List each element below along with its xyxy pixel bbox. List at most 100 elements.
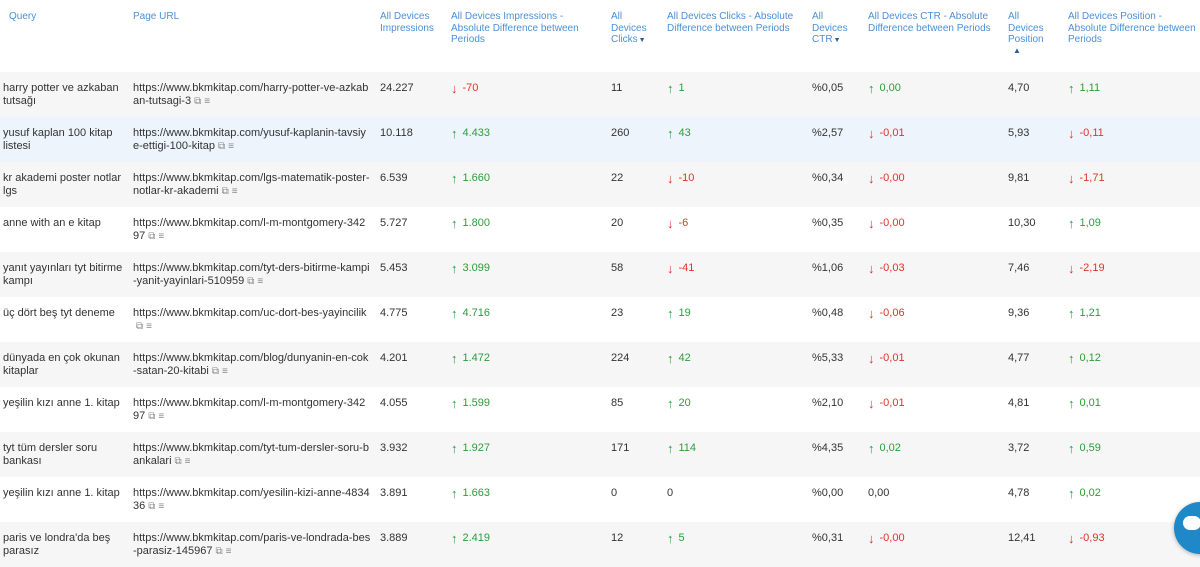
arrow-up-icon: ↑ xyxy=(667,441,674,456)
ctr-cell: %2,57 xyxy=(812,127,844,139)
page-url-link[interactable]: https://www.bkmkitap.com/uc-dort-bes-yay… xyxy=(133,307,367,319)
column-header-page-url[interactable]: Page URL xyxy=(133,11,179,23)
diff-value: 0,59 xyxy=(1079,442,1101,454)
list-icon[interactable]: ≡ xyxy=(146,321,152,332)
position-diff-cell: ↑ 1,09 xyxy=(1068,217,1101,230)
external-link-icon[interactable]: ⧉ xyxy=(148,411,156,422)
page-url-link[interactable]: https://www.bkmkitap.com/harry-potter-ve… xyxy=(133,82,369,107)
page-url-link[interactable]: https://www.bkmkitap.com/l-m-montgomery-… xyxy=(133,397,366,422)
query-cell: anne with an e kitap xyxy=(3,217,101,229)
diff-value: -0,06 xyxy=(879,307,905,319)
list-icon[interactable]: ≡ xyxy=(221,366,228,377)
clicks-diff-cell: ↑ 114 xyxy=(667,442,696,455)
column-header-ctr-diff[interactable]: All Devices CTR - Absolute Difference be… xyxy=(868,11,991,34)
query-cell: harry potter ve azkaban tutsağı xyxy=(3,82,119,107)
page-url-link[interactable]: https://www.bkmkitap.com/yesilin-kizi-an… xyxy=(133,487,370,512)
page-url-cell: https://www.bkmkitap.com/yusuf-kaplanin-… xyxy=(133,127,371,153)
diff-value: 1.800 xyxy=(462,217,491,229)
diff-value: 1,11 xyxy=(1079,82,1101,94)
page-url-link[interactable]: https://www.bkmkitap.com/paris-ve-londra… xyxy=(133,532,371,557)
ctr-diff-cell: ↓ -0,00 xyxy=(868,172,905,185)
diff-value: -2,19 xyxy=(1079,262,1105,274)
position-diff-cell: ↓ -1,71 xyxy=(1068,172,1105,185)
impressions-diff-cell: ↑ 1.927 xyxy=(451,442,490,455)
column-header-impressions-diff-line: Periods xyxy=(451,34,485,45)
external-link-icon[interactable]: ⧉ xyxy=(221,186,229,197)
diff-value: 5 xyxy=(678,532,685,544)
diff-value: -6 xyxy=(678,217,689,229)
page-url-link[interactable]: https://www.bkmkitap.com/blog/dunyanin-e… xyxy=(133,352,369,377)
external-link-icon[interactable]: ⧉ xyxy=(217,141,226,152)
list-icon[interactable]: ≡ xyxy=(231,186,238,197)
diff-value: -0,93 xyxy=(1079,532,1105,544)
page-url-link[interactable]: https://www.bkmkitap.com/yusuf-kaplanin-… xyxy=(133,127,366,152)
ctr-diff-cell: ↓ -0,00 xyxy=(868,217,905,230)
position-cell: 12,41 xyxy=(1008,532,1036,544)
external-link-icon[interactable]: ⧉ xyxy=(215,546,223,557)
diff-value: -0,01 xyxy=(879,397,905,409)
list-icon[interactable]: ≡ xyxy=(158,501,165,512)
ctr-diff-cell: ↓ -0,01 xyxy=(868,397,905,410)
arrow-up-icon: ↑ xyxy=(1068,216,1075,231)
column-header-ctr[interactable]: All Devices CTR▼ xyxy=(812,11,848,47)
column-header-position-line: All xyxy=(1008,11,1020,22)
diff-value: 114 xyxy=(678,442,697,454)
column-header-impressions-diff[interactable]: All Devices Impressions - Absolute Diffe… xyxy=(451,11,579,46)
arrow-up-icon: ↑ xyxy=(451,216,458,231)
list-icon[interactable]: ≡ xyxy=(158,231,165,242)
arrow-up-icon: ↑ xyxy=(1068,351,1075,366)
column-header-position-diff[interactable]: All Devices Position - Absolute Differen… xyxy=(1068,11,1196,46)
diff-value: -1,71 xyxy=(1079,172,1105,184)
arrow-down-icon: ↓ xyxy=(1068,261,1075,276)
external-link-icon[interactable]: ⧉ xyxy=(247,276,255,287)
page-url-link[interactable]: https://www.bkmkitap.com/tyt-ders-bitirm… xyxy=(133,262,370,287)
ctr-diff-cell: ↓ -0,01 xyxy=(868,127,905,140)
page-url-link[interactable]: https://www.bkmkitap.com/l-m-montgomery-… xyxy=(133,217,366,242)
ctr-cell: %5,33 xyxy=(812,352,844,364)
impressions-cell: 5.453 xyxy=(380,262,408,274)
external-link-icon[interactable]: ⧉ xyxy=(174,456,182,467)
column-header-impressions-diff-line: All Devices Impressions - xyxy=(451,11,564,22)
table-header: Query Page URL All Devices Impressions A… xyxy=(0,0,1200,73)
position-cell: 4,81 xyxy=(1008,397,1030,409)
impressions-diff-cell: ↓ -70 xyxy=(451,82,478,95)
diff-value: -0,00 xyxy=(879,217,905,229)
clicks-diff-cell: ↑ 5 xyxy=(667,532,685,545)
external-link-icon[interactable]: ⧉ xyxy=(211,366,219,377)
ctr-cell: %1,06 xyxy=(812,262,844,274)
arrow-down-icon: ↓ xyxy=(868,396,875,411)
diff-value: -0,00 xyxy=(879,172,905,184)
list-icon[interactable]: ≡ xyxy=(225,546,232,557)
external-link-icon[interactable]: ⧉ xyxy=(194,96,202,107)
column-header-clicks-diff[interactable]: All Devices Clicks - Absolute Difference… xyxy=(667,11,793,34)
list-icon[interactable]: ≡ xyxy=(158,411,165,422)
column-header-clicks[interactable]: All Devices Clicks▼ xyxy=(611,11,647,47)
arrow-up-icon: ↑ xyxy=(451,486,458,501)
clicks-diff-cell: ↑ 42 xyxy=(667,352,691,365)
page-url-link[interactable]: https://www.bkmkitap.com/tyt-tum-dersler… xyxy=(133,442,369,467)
arrow-up-icon: ↑ xyxy=(451,441,458,456)
clicks-diff-cell: ↓ -6 xyxy=(667,217,688,230)
diff-value: 43 xyxy=(678,127,691,139)
page-url-link[interactable]: https://www.bkmkitap.com/lgs-matematik-p… xyxy=(133,172,370,197)
list-icon[interactable]: ≡ xyxy=(204,96,211,107)
list-icon[interactable]: ≡ xyxy=(184,456,191,467)
list-icon[interactable]: ≡ xyxy=(257,276,264,287)
ctr-diff-cell: ↑ 0,02 xyxy=(868,442,901,455)
arrow-up-icon: ↑ xyxy=(1068,486,1075,501)
clicks-cell: 20 xyxy=(611,217,624,229)
list-icon[interactable]: ≡ xyxy=(228,141,234,152)
position-cell: 10,30 xyxy=(1008,217,1036,229)
external-link-icon[interactable]: ⧉ xyxy=(148,231,156,242)
position-diff-cell: ↓ -0,93 xyxy=(1068,532,1105,545)
diff-value: 19 xyxy=(678,307,691,319)
external-link-icon[interactable]: ⧉ xyxy=(136,321,144,332)
external-link-icon[interactable]: ⧉ xyxy=(148,501,156,512)
query-cell: tyt tüm dersler soru bankası xyxy=(3,442,98,467)
column-header-query[interactable]: Query xyxy=(9,11,36,23)
column-header-impressions[interactable]: All Devices Impressions xyxy=(380,11,434,34)
arrow-down-icon: ↓ xyxy=(868,216,875,231)
column-header-position[interactable]: All Devices Position ▲ xyxy=(1008,11,1044,56)
ctr-cell: %4,35 xyxy=(812,442,844,454)
arrow-up-icon: ↑ xyxy=(451,171,458,186)
